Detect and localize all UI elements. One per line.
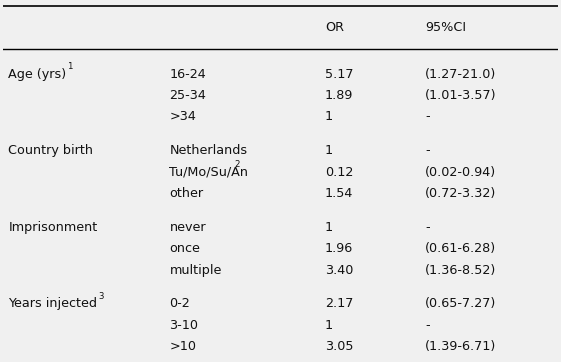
Text: 0.12: 0.12 <box>325 165 353 178</box>
Text: -: - <box>425 110 430 123</box>
Text: Years injected: Years injected <box>8 298 97 311</box>
Text: -: - <box>425 144 430 157</box>
Text: 2: 2 <box>234 160 240 169</box>
Text: (1.01-3.57): (1.01-3.57) <box>425 89 496 102</box>
Text: Netherlands: Netherlands <box>169 144 247 157</box>
Text: other: other <box>169 187 204 200</box>
Text: 3: 3 <box>99 292 104 301</box>
Text: 1.54: 1.54 <box>325 187 353 200</box>
Text: 95%CI: 95%CI <box>425 21 466 34</box>
Text: (1.27-21.0): (1.27-21.0) <box>425 68 496 81</box>
Text: 2.17: 2.17 <box>325 298 353 311</box>
Text: 1.89: 1.89 <box>325 89 353 102</box>
Text: 3.40: 3.40 <box>325 264 353 277</box>
Text: 25-34: 25-34 <box>169 89 206 102</box>
Text: multiple: multiple <box>169 264 222 277</box>
Text: 0-2: 0-2 <box>169 298 190 311</box>
Text: -: - <box>425 221 430 234</box>
Text: 1: 1 <box>67 62 72 71</box>
Text: 1.96: 1.96 <box>325 242 353 255</box>
Text: never: never <box>169 221 206 234</box>
Text: 3-10: 3-10 <box>169 319 199 332</box>
Text: >34: >34 <box>169 110 196 123</box>
Text: 1: 1 <box>325 221 333 234</box>
Text: 1: 1 <box>325 144 333 157</box>
Text: (1.39-6.71): (1.39-6.71) <box>425 340 496 353</box>
Text: Tu/Mo/Su/An: Tu/Mo/Su/An <box>169 165 249 178</box>
Text: (1.36-8.52): (1.36-8.52) <box>425 264 496 277</box>
Text: 5.17: 5.17 <box>325 68 353 81</box>
Text: Imprisonment: Imprisonment <box>8 221 98 234</box>
Text: >10: >10 <box>169 340 196 353</box>
Text: (0.61-6.28): (0.61-6.28) <box>425 242 496 255</box>
Text: OR: OR <box>325 21 344 34</box>
Text: Age (yrs): Age (yrs) <box>8 68 66 81</box>
Text: Country birth: Country birth <box>8 144 93 157</box>
Text: 16-24: 16-24 <box>169 68 206 81</box>
Text: (0.65-7.27): (0.65-7.27) <box>425 298 496 311</box>
Text: 1: 1 <box>325 319 333 332</box>
Text: (0.72-3.32): (0.72-3.32) <box>425 187 496 200</box>
Text: 3.05: 3.05 <box>325 340 353 353</box>
Text: once: once <box>169 242 200 255</box>
Text: 1: 1 <box>325 110 333 123</box>
Text: -: - <box>425 319 430 332</box>
Text: (0.02-0.94): (0.02-0.94) <box>425 165 496 178</box>
